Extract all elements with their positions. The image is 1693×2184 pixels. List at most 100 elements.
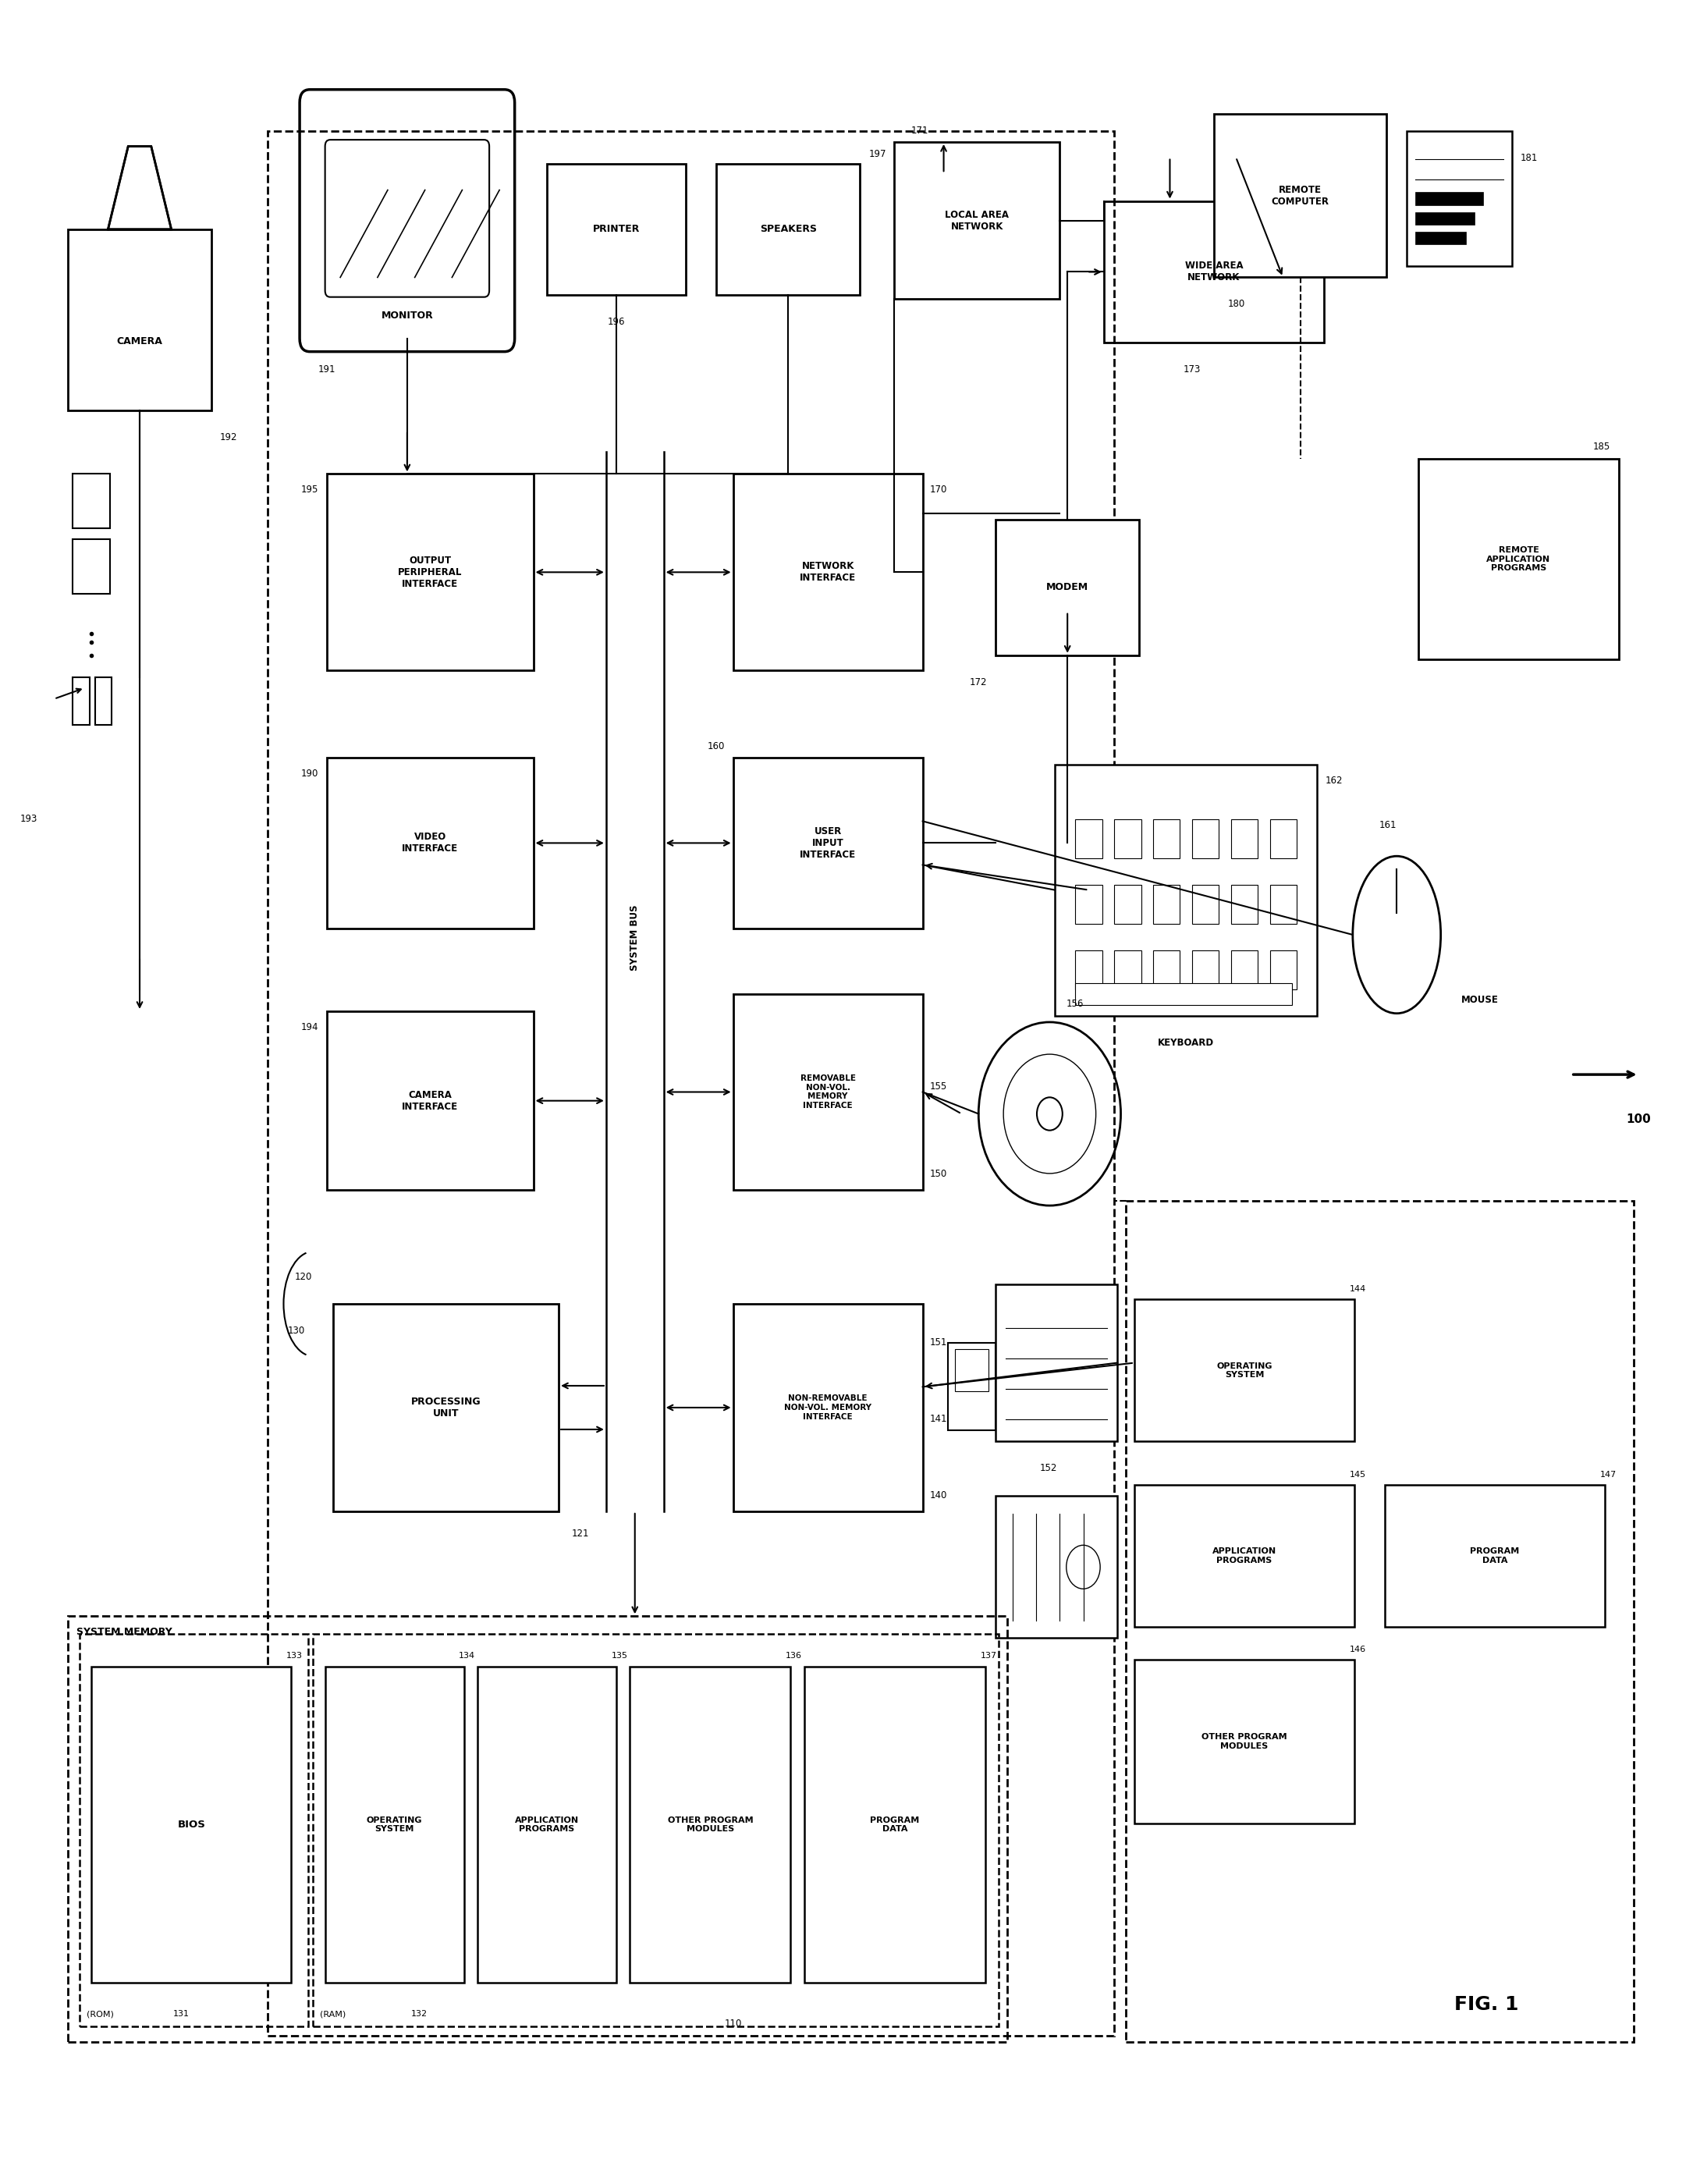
Text: 132: 132	[411, 2009, 428, 2018]
FancyBboxPatch shape	[477, 1666, 616, 1983]
FancyBboxPatch shape	[1231, 819, 1258, 858]
Text: 137: 137	[980, 1651, 997, 1660]
FancyBboxPatch shape	[1134, 1660, 1354, 1824]
FancyBboxPatch shape	[325, 140, 489, 297]
Text: CAMERA
INTERFACE: CAMERA INTERFACE	[401, 1090, 459, 1112]
Text: REMOTE
APPLICATION
PROGRAMS: REMOTE APPLICATION PROGRAMS	[1486, 546, 1551, 572]
Text: 195: 195	[301, 485, 318, 496]
FancyBboxPatch shape	[1214, 114, 1387, 277]
FancyBboxPatch shape	[1192, 885, 1219, 924]
Text: 145: 145	[1349, 1470, 1366, 1479]
FancyBboxPatch shape	[68, 229, 212, 411]
FancyBboxPatch shape	[1231, 950, 1258, 989]
Text: 191: 191	[318, 365, 335, 376]
FancyBboxPatch shape	[91, 1666, 291, 1983]
Text: 193: 193	[20, 815, 37, 823]
Text: 131: 131	[173, 2009, 190, 2018]
Text: LOCAL AREA
NETWORK: LOCAL AREA NETWORK	[945, 210, 1009, 232]
Text: 192: 192	[220, 432, 237, 443]
Text: PROGRAM
DATA: PROGRAM DATA	[870, 1817, 919, 1832]
Text: REMOTE
COMPUTER: REMOTE COMPUTER	[1271, 183, 1329, 207]
Text: VIDEO
INTERFACE: VIDEO INTERFACE	[401, 832, 459, 854]
FancyBboxPatch shape	[1104, 201, 1324, 343]
Text: SYSTEM MEMORY: SYSTEM MEMORY	[76, 1627, 173, 1638]
Text: MONITOR: MONITOR	[381, 310, 433, 321]
Text: BIOS: BIOS	[178, 1819, 205, 1830]
Text: 194: 194	[301, 1022, 318, 1033]
Text: 181: 181	[1520, 153, 1537, 164]
Text: OPERATING
SYSTEM: OPERATING SYSTEM	[1217, 1363, 1271, 1378]
FancyBboxPatch shape	[1192, 950, 1219, 989]
FancyBboxPatch shape	[1153, 950, 1180, 989]
Text: 146: 146	[1349, 1645, 1366, 1653]
FancyBboxPatch shape	[1385, 1485, 1605, 1627]
FancyBboxPatch shape	[1415, 192, 1483, 205]
Text: 185: 185	[1593, 441, 1610, 452]
FancyBboxPatch shape	[1270, 819, 1297, 858]
Text: KEYBOARD: KEYBOARD	[1158, 1037, 1214, 1048]
FancyBboxPatch shape	[1153, 885, 1180, 924]
FancyBboxPatch shape	[1153, 819, 1180, 858]
FancyBboxPatch shape	[547, 164, 686, 295]
Text: NON-REMOVABLE
NON-VOL. MEMORY
INTERFACE: NON-REMOVABLE NON-VOL. MEMORY INTERFACE	[784, 1396, 872, 1420]
FancyBboxPatch shape	[327, 474, 533, 670]
Text: FIG. 1: FIG. 1	[1454, 1996, 1519, 2014]
Text: PRINTER: PRINTER	[593, 225, 640, 234]
FancyBboxPatch shape	[327, 1011, 533, 1190]
FancyBboxPatch shape	[1114, 885, 1141, 924]
FancyBboxPatch shape	[1075, 950, 1102, 989]
Text: 144: 144	[1349, 1284, 1366, 1293]
FancyBboxPatch shape	[1407, 131, 1512, 266]
FancyBboxPatch shape	[630, 1666, 791, 1983]
FancyBboxPatch shape	[1134, 1299, 1354, 1441]
Text: 141: 141	[929, 1413, 946, 1424]
Text: NETWORK
INTERFACE: NETWORK INTERFACE	[799, 561, 857, 583]
Text: 140: 140	[929, 1489, 946, 1500]
FancyBboxPatch shape	[1415, 212, 1475, 225]
Text: 136: 136	[786, 1651, 802, 1660]
FancyBboxPatch shape	[995, 1284, 1117, 1441]
Text: PROGRAM
DATA: PROGRAM DATA	[1470, 1548, 1520, 1564]
Text: 120: 120	[295, 1271, 312, 1282]
FancyBboxPatch shape	[1114, 819, 1141, 858]
Text: 121: 121	[572, 1529, 589, 1540]
Text: SPEAKERS: SPEAKERS	[760, 225, 816, 234]
FancyBboxPatch shape	[73, 677, 90, 725]
Text: (ROM): (ROM)	[86, 2009, 113, 2018]
Text: 133: 133	[286, 1651, 303, 1660]
Text: CAMERA: CAMERA	[117, 336, 163, 347]
Text: APPLICATION
PROGRAMS: APPLICATION PROGRAMS	[515, 1817, 579, 1832]
Text: 197: 197	[869, 149, 885, 159]
FancyBboxPatch shape	[325, 1666, 464, 1983]
FancyBboxPatch shape	[1075, 885, 1102, 924]
FancyBboxPatch shape	[995, 1496, 1117, 1638]
Text: 190: 190	[301, 769, 318, 780]
FancyBboxPatch shape	[1270, 950, 1297, 989]
Text: USER
INPUT
INTERFACE: USER INPUT INTERFACE	[799, 826, 857, 860]
FancyBboxPatch shape	[1415, 232, 1466, 245]
FancyBboxPatch shape	[995, 520, 1139, 655]
FancyBboxPatch shape	[1075, 983, 1292, 1005]
FancyBboxPatch shape	[948, 1343, 995, 1431]
FancyBboxPatch shape	[1419, 459, 1619, 660]
Text: OTHER PROGRAM
MODULES: OTHER PROGRAM MODULES	[667, 1817, 753, 1832]
FancyBboxPatch shape	[327, 758, 533, 928]
FancyBboxPatch shape	[300, 90, 515, 352]
Text: 150: 150	[929, 1168, 946, 1179]
Text: APPLICATION
PROGRAMS: APPLICATION PROGRAMS	[1212, 1548, 1277, 1564]
Text: (RAM): (RAM)	[320, 2009, 345, 2018]
Text: 110: 110	[725, 2018, 742, 2029]
Text: 151: 151	[929, 1337, 946, 1348]
Text: 156: 156	[1067, 998, 1084, 1009]
Text: OUTPUT
PERIPHERAL
INTERFACE: OUTPUT PERIPHERAL INTERFACE	[398, 555, 462, 590]
FancyBboxPatch shape	[1114, 950, 1141, 989]
FancyBboxPatch shape	[73, 474, 110, 529]
Text: 172: 172	[970, 677, 987, 688]
Text: WIDE AREA
NETWORK: WIDE AREA NETWORK	[1185, 260, 1243, 284]
FancyBboxPatch shape	[1192, 819, 1219, 858]
FancyBboxPatch shape	[1270, 885, 1297, 924]
FancyBboxPatch shape	[1231, 885, 1258, 924]
Text: 147: 147	[1600, 1470, 1617, 1479]
Text: 135: 135	[611, 1651, 628, 1660]
Text: 161: 161	[1380, 819, 1397, 830]
